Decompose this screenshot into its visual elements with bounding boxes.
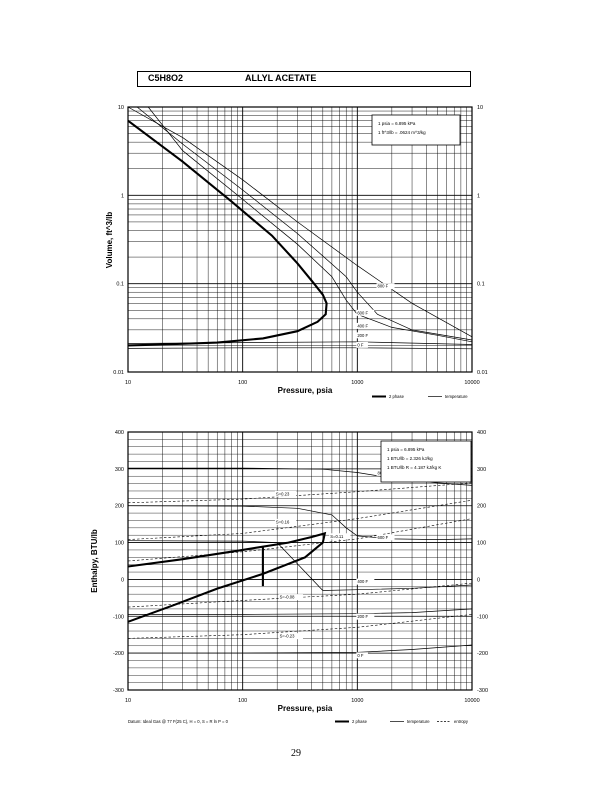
y-tick-label-right: 200 — [477, 504, 486, 510]
conversion-note-line: 1 psia = 6.895 kPa — [378, 121, 416, 126]
x-tick-label: 10000 — [464, 380, 479, 386]
conversion-note-line: 1 BTU/lb R = 4.187 kJ/kg K — [387, 465, 441, 470]
series-label: 400 F — [357, 579, 368, 584]
series-label: 200 F — [357, 333, 368, 338]
y-tick-label-left: 100 — [115, 541, 124, 547]
series-label: 600 F — [378, 535, 389, 540]
series-label: 0 F — [357, 342, 363, 347]
legend-label: temperature — [407, 719, 430, 724]
y-tick-label-right: 1 — [477, 193, 480, 199]
temperature-line — [127, 341, 473, 345]
x-tick-label: 100 — [238, 698, 247, 704]
y-tick-label-left: -100 — [113, 614, 124, 620]
temperature-line — [127, 505, 473, 540]
y-tick-label-left: 200 — [115, 504, 124, 510]
series-label: 400 F — [357, 323, 368, 328]
y-tick-label-left: 0 — [121, 577, 124, 583]
y-tick-label-left: 0.01 — [113, 370, 124, 376]
conversion-note-box — [380, 440, 472, 483]
legend-label: 2 phase — [389, 394, 405, 399]
two-phase-curve — [127, 531, 327, 623]
y-tick-label-right: 400 — [477, 430, 486, 436]
y-axis-label: Enthalpy, BTU/lb — [90, 529, 99, 593]
y-tick-label-left: 400 — [115, 430, 124, 436]
series-label-background — [329, 533, 351, 540]
y-tick-label-left: -300 — [113, 688, 124, 694]
y-tick-label-left: 0.1 — [116, 282, 124, 288]
y-tick-label-left: -200 — [113, 651, 124, 657]
entropy-line — [127, 482, 473, 504]
series-label-background — [356, 613, 375, 620]
entropy-line — [127, 518, 473, 562]
temperature-line — [127, 106, 473, 338]
series-label: S=-0.08 — [280, 595, 295, 600]
datum-note: Datum: Ideal Gas @ 77 F(25 C), H = 0, S … — [128, 719, 229, 724]
y-tick-label-right: 100 — [477, 541, 486, 547]
legend-label: 2 phase — [352, 719, 368, 724]
y-tick-label-right: -100 — [477, 614, 488, 620]
series-label-background — [356, 322, 375, 329]
temperature-line — [147, 106, 473, 343]
y-tick-label-right: -200 — [477, 651, 488, 657]
y-tick-label-left: 1 — [121, 193, 124, 199]
series-label: 0 F — [357, 653, 363, 658]
series-label-background — [356, 332, 375, 339]
two-phase-curve — [127, 119, 328, 347]
series-label-background — [274, 518, 297, 525]
series-label-background — [376, 283, 395, 290]
temperature-line — [127, 540, 473, 591]
chemical-formula: C5H8O2 — [148, 73, 184, 83]
conversion-note-line: 1 BTU/lb = 2.326 kJ/kg — [387, 456, 433, 461]
temperature-line — [127, 347, 473, 350]
series-label: 200 F — [357, 614, 368, 619]
series-label: S=-0.23 — [280, 634, 295, 639]
legend-label: temperature — [445, 394, 468, 399]
y-tick-label-left: 10 — [118, 105, 124, 111]
temperature-line — [128, 644, 473, 654]
series-label-background — [356, 578, 375, 585]
series-label-background — [356, 652, 368, 659]
y-tick-label-left: 300 — [115, 467, 124, 473]
page-number: 29 — [291, 748, 301, 759]
chemical-name: ALLYL ACETATE — [245, 73, 317, 83]
plot-frame — [127, 106, 473, 373]
series-label: S=0.16 — [276, 519, 290, 524]
x-axis-label: Pressure, psia — [278, 386, 333, 395]
temperature-line — [136, 106, 473, 341]
legend-label: entropy — [454, 719, 469, 724]
x-tick-label: 10000 — [464, 698, 479, 704]
series-label-background — [356, 309, 375, 316]
x-tick-label: 1000 — [351, 698, 363, 704]
chart-title-box: C5H8O2 ALLYL ACETATE — [137, 71, 471, 87]
x-tick-label: 100 — [238, 380, 247, 386]
y-tick-label-right: 0 — [477, 577, 480, 583]
conversion-note-box — [371, 114, 461, 146]
temperature-line — [128, 467, 473, 486]
temperature-line — [128, 608, 473, 615]
x-tick-label: 10 — [125, 380, 131, 386]
y-tick-label-right: -300 — [477, 688, 488, 694]
conversion-note-line: 1 psia = 6.895 kPa — [387, 447, 425, 452]
x-axis-label: Pressure, psia — [278, 704, 333, 713]
entropy-line — [127, 614, 473, 639]
x-tick-label: 10 — [125, 698, 131, 704]
y-axis-label: Volume, ft^3/lb — [105, 212, 114, 269]
x-tick-label: 1000 — [351, 380, 363, 386]
series-label-background — [356, 341, 368, 348]
series-label-background — [278, 633, 304, 640]
series-label: 800 F — [378, 284, 389, 289]
series-label-background — [376, 534, 395, 541]
series-label-background — [278, 594, 304, 601]
series-label-background — [274, 490, 297, 497]
entropy-line — [127, 499, 473, 540]
y-tick-label-right: 300 — [477, 467, 486, 473]
series-label: S=0.23 — [276, 491, 290, 496]
series-label: 600 F — [357, 310, 368, 315]
conversion-note-line: 1 ft^3/lb = .0624 m^3/kg — [378, 130, 426, 135]
y-tick-label-right: 0.1 — [477, 282, 485, 288]
y-tick-label-right: 10 — [477, 105, 483, 111]
y-tick-label-right: 0.01 — [477, 370, 488, 376]
series-label: S=0.11 — [330, 534, 344, 539]
